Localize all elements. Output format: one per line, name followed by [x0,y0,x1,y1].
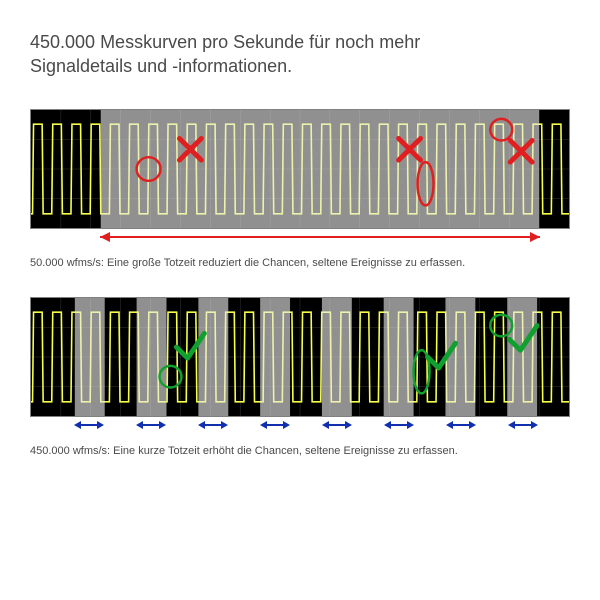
scope-a [30,109,570,229]
panel-b-block: 450.000 wfms/s: Eine kurze Totzeit erhöh… [30,297,570,457]
caption-b: 450.000 wfms/s: Eine kurze Totzeit erhöh… [30,445,570,457]
title-line-1: 450.000 Messkurven pro Sekunde für noch … [30,32,420,52]
title-line-2: Signaldetails und -informationen. [30,56,292,76]
arrow-row-a [30,229,570,251]
page-title: 450.000 Messkurven pro Sekunde für noch … [30,30,570,79]
arrow-row-b [30,417,570,439]
scope-b [30,297,570,417]
caption-a: 50.000 wfms/s: Eine große Totzeit reduzi… [30,257,570,269]
panel-a-block: 50.000 wfms/s: Eine große Totzeit reduzi… [30,109,570,269]
